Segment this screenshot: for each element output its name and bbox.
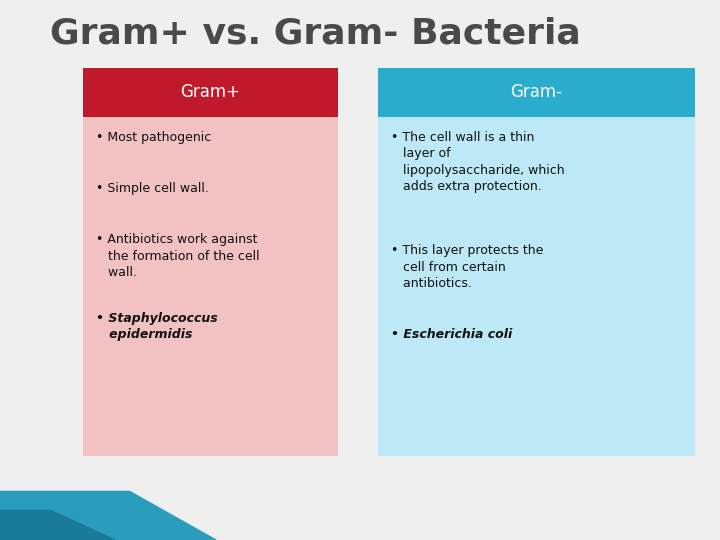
Text: • The cell wall is a thin
   layer of
   lipopolysaccharide, which
   adds extra: • The cell wall is a thin layer of lipop… [391, 131, 564, 193]
Polygon shape [0, 491, 216, 540]
Text: • This layer protects the
   cell from certain
   antibiotics.: • This layer protects the cell from cert… [391, 244, 544, 290]
Text: • Escherichia coli: • Escherichia coli [391, 328, 512, 341]
FancyBboxPatch shape [378, 117, 695, 456]
Text: Gram-: Gram- [510, 83, 562, 102]
Text: • Most pathogenic: • Most pathogenic [96, 131, 211, 144]
Text: • Antibiotics work against
   the formation of the cell
   wall.: • Antibiotics work against the formation… [96, 233, 259, 279]
Polygon shape [0, 510, 115, 540]
FancyBboxPatch shape [83, 68, 338, 117]
FancyBboxPatch shape [378, 68, 695, 117]
Text: Gram+: Gram+ [181, 83, 240, 102]
Text: • Simple cell wall.: • Simple cell wall. [96, 182, 209, 195]
Text: Gram+ vs. Gram- Bacteria: Gram+ vs. Gram- Bacteria [50, 16, 581, 50]
Text: • Staphylococcus
   epidermidis: • Staphylococcus epidermidis [96, 312, 217, 341]
FancyBboxPatch shape [83, 117, 338, 456]
